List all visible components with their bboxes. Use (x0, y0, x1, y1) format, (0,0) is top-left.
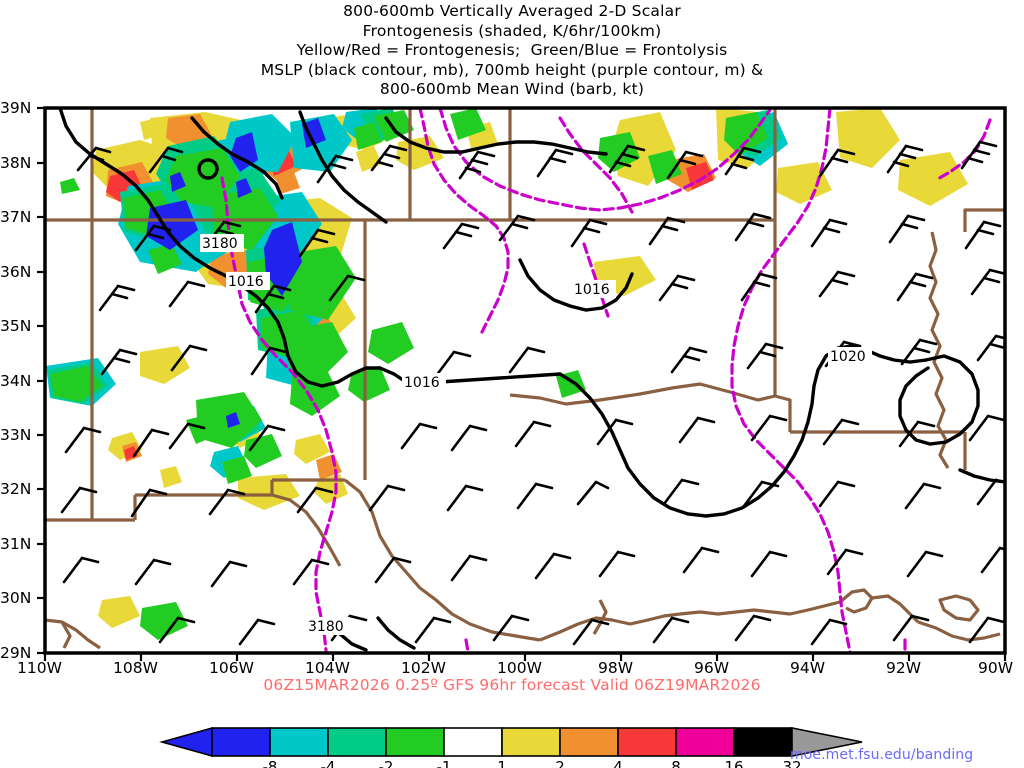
title-line-3: Yellow/Red = Frontogenesis; Green/Blue =… (296, 41, 728, 59)
contour-label-1016-north: 1016 (226, 272, 270, 290)
colorbar-band-magenta (675, 727, 735, 757)
chart-title-block: 800-600mb Vertically Averaged 2-D Scalar… (0, 2, 1024, 100)
x-tick-90W: 90W (978, 659, 1014, 677)
svg-text:3180: 3180 (308, 619, 344, 635)
contour-label-3180-north: 3180 (200, 234, 244, 252)
state-borders (45, 108, 1005, 650)
colorbar[interactable]: -8 -4 -2 -1 1 2 4 8 16 32 (159, 726, 863, 768)
svg-text:3180: 3180 (202, 236, 238, 252)
y-tick-33N: 33N (0, 426, 32, 444)
colorbar-tick-4: 1 (497, 758, 507, 768)
axis-ticks (37, 106, 1007, 661)
colorbar-band-cyan (269, 727, 329, 757)
height-contours-700mb (220, 108, 992, 653)
svg-text:1020: 1020 (830, 349, 866, 365)
colorbar-tick-labels: -8 -4 -2 -1 1 2 4 8 16 32 (263, 758, 802, 768)
y-tick-34N: 34N (0, 372, 32, 390)
colorbar-band-teal (327, 727, 387, 757)
x-tick-98W: 98W (598, 659, 634, 677)
y-tick-30N: 30N (0, 589, 32, 607)
title-line-1: 800-600mb Vertically Averaged 2-D Scalar (343, 2, 681, 20)
contour-label-1016-central: 1016 (402, 373, 446, 391)
colorbar-band-green (385, 727, 445, 757)
title-line-2: Frontogenesis (shaded, K/6hr/100km) (362, 21, 662, 40)
x-tick-104W: 104W (305, 659, 350, 677)
colorbar-tick-1: -4 (321, 758, 336, 768)
map-content: 3180 1016 1016 1016 1020 (45, 108, 1005, 653)
colorbar-tick-5: 2 (555, 758, 565, 768)
y-tick-35N: 35N (0, 317, 32, 335)
x-tick-108W: 108W (113, 659, 158, 677)
contour-label-1020: 1020 (828, 347, 872, 365)
forecast-valid-caption: 06Z15MAR2026 0.25º GFS 96hr forecast Val… (263, 676, 761, 694)
colorbar-band-white (443, 727, 503, 757)
colorbar-tick-2: -2 (379, 758, 394, 768)
colorbar-tick-9: 32 (782, 758, 801, 768)
colorbar-under-arrow (159, 726, 213, 758)
colorbar-tick-6: 4 (613, 758, 623, 768)
wind-barbs (60, 140, 1005, 646)
y-tick-38N: 38N (0, 154, 32, 172)
mslp-contours (58, 108, 1005, 652)
y-tick-36N: 36N (0, 263, 32, 281)
title-line-4: MSLP (black contour, mb), 700mb height (… (260, 60, 764, 79)
y-tick-39N: 39N (0, 99, 32, 117)
colorbar-band-blue (211, 727, 271, 757)
x-tick-102W: 102W (401, 659, 446, 677)
colorbar-band-orange (559, 727, 619, 757)
x-tick-100W: 100W (497, 659, 542, 677)
x-tick-92W: 92W (886, 659, 922, 677)
x-tick-94W: 94W (790, 659, 826, 677)
x-tick-96W: 96W (694, 659, 730, 677)
colorbar-band-red (617, 727, 677, 757)
colorbar-tick-3: -1 (437, 758, 452, 768)
colorbar-tick-0: -8 (263, 758, 278, 768)
contour-label-3180-south: 3180 (306, 617, 350, 635)
y-tick-37N: 37N (0, 208, 32, 226)
y-tick-32N: 32N (0, 480, 32, 498)
svg-text:1016: 1016 (574, 282, 610, 298)
y-tick-31N: 31N (0, 535, 32, 553)
colorbar-band-black (733, 727, 793, 757)
colorbar-tick-7: 8 (671, 758, 681, 768)
x-tick-106W: 106W (209, 659, 254, 677)
title-line-5: 800-600mb Mean Wind (barb, kt) (379, 80, 645, 98)
source-watermark: moe.met.fsu.edu/banding (790, 747, 974, 763)
colorbar-tick-8: 16 (724, 758, 743, 768)
contour-label-1016-east: 1016 (572, 280, 616, 298)
contour-label-group: 3180 1016 1016 1016 1020 (200, 234, 872, 635)
colorbar-over-arrow (791, 727, 863, 757)
svg-text:1016: 1016 (228, 274, 264, 290)
svg-text:1016: 1016 (404, 375, 440, 391)
y-tick-29N: 29N (0, 644, 32, 662)
colorbar-band-yellow (501, 727, 561, 757)
x-tick-110W: 110W (17, 659, 62, 677)
